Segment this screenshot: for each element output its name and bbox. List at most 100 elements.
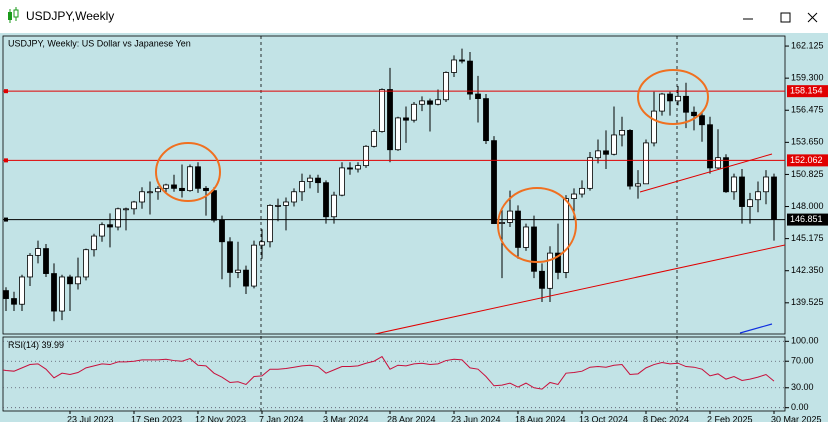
y-tick-label: 139.525 (791, 297, 824, 307)
y-tick-label: 145.175 (791, 233, 824, 243)
rsi-label: RSI(14) 39.99 (8, 340, 64, 350)
candle-body (611, 134, 617, 155)
candle-body (723, 157, 729, 193)
candle-body (571, 193, 577, 199)
rsi-line (3, 355, 775, 390)
candle-body (243, 269, 249, 287)
candle-body (659, 93, 665, 112)
candle-body (35, 248, 41, 256)
candle-body (411, 103, 417, 121)
candle-body (147, 191, 153, 194)
candle-body (499, 222, 505, 224)
close-button[interactable] (807, 12, 818, 23)
candle-body (43, 248, 49, 274)
candle-body (67, 276, 73, 285)
rsi-name: RSI(14) (8, 340, 39, 350)
highlight-circle (155, 142, 221, 202)
candle-body (179, 187, 185, 192)
candle-body (171, 184, 177, 189)
rsi-plot (3, 340, 785, 409)
candle-body (619, 130, 625, 136)
window-title: USDJPY,Weekly (26, 9, 114, 23)
rsi-last: 39.99 (42, 340, 65, 350)
candle-body (251, 244, 257, 287)
candle-body (307, 177, 313, 182)
candle-body (347, 167, 353, 170)
x-tick-label: 28 Apr 2024 (387, 414, 436, 422)
candle-body (3, 290, 9, 299)
y-tick-label: 159.300 (791, 73, 824, 83)
level-label: 158.154 (790, 86, 823, 96)
x-tick-label: 13 Oct 2024 (579, 414, 628, 422)
candle-body (363, 145, 369, 167)
candle-body (283, 201, 289, 206)
candle-body (203, 187, 209, 192)
candle-body (595, 150, 601, 159)
level-marker (4, 158, 8, 163)
level-label: 146.851 (790, 214, 823, 224)
level-label-box (787, 213, 828, 226)
candle-body (315, 177, 321, 184)
candle-body (427, 100, 433, 105)
candle-body (587, 157, 593, 189)
candle-body (443, 72, 449, 101)
candle-body (643, 142, 649, 185)
candle-body (371, 131, 377, 147)
candle-body (115, 208, 121, 228)
candle-body (747, 199, 753, 207)
candle-body (211, 190, 217, 221)
level-marker (4, 217, 8, 222)
candle-body (715, 157, 721, 169)
x-tick-label: 23 Jul 2023 (67, 414, 114, 422)
candle-body (107, 224, 113, 228)
chart-background (0, 33, 828, 422)
candle-body (459, 59, 465, 62)
x-tick-label: 18 Aug 2024 (515, 414, 566, 422)
candle-body (387, 89, 393, 151)
y-tick-label: 156.475 (791, 105, 824, 115)
candle-body (83, 249, 89, 278)
level-label: 152.062 (790, 155, 823, 165)
main-pane (2, 35, 786, 335)
y-tick-label: 148.000 (791, 201, 824, 211)
candle-body (675, 95, 681, 102)
x-tick-label: 23 Jun 2024 (451, 414, 501, 422)
candle-body (11, 298, 17, 305)
candle-body (707, 124, 713, 169)
candle-body (259, 241, 265, 246)
candle-body (667, 93, 673, 102)
candle-body (379, 89, 385, 132)
x-tick-label: 3 Mar 2024 (323, 414, 369, 422)
candle-body (691, 111, 697, 117)
trend-line (639, 153, 773, 193)
candle-body (435, 99, 441, 105)
candle-body (395, 117, 401, 151)
candle-body (699, 115, 705, 126)
candle-body (555, 252, 561, 273)
candle-body (187, 166, 193, 192)
candle-body (291, 191, 297, 203)
candle-body (539, 270, 545, 289)
candle-body (123, 208, 129, 211)
maximize-button[interactable] (780, 12, 791, 23)
rsi-pane (2, 336, 786, 412)
candle-body (739, 176, 745, 207)
candle-body (627, 130, 633, 187)
highlight-circle (637, 69, 709, 125)
y-tick-label: 142.350 (791, 265, 824, 275)
candle-body (683, 95, 689, 113)
rsi-tick-label: 0.00 (791, 402, 809, 412)
candle-body (523, 226, 529, 248)
candle-body (19, 276, 25, 305)
candle-body (451, 59, 457, 73)
candle-body (491, 140, 497, 224)
candle-body (547, 252, 553, 289)
x-tick-label: 17 Sep 2023 (131, 414, 182, 422)
candle-body (267, 204, 273, 243)
chart-subtitle: USDJPY, Weekly: US Dollar vs Japanese Ye… (8, 38, 191, 48)
highlight-circle (497, 187, 577, 263)
y-tick-label: 153.650 (791, 137, 824, 147)
candle-body (219, 219, 225, 243)
candle-body (507, 210, 513, 223)
candle-body (275, 204, 281, 207)
